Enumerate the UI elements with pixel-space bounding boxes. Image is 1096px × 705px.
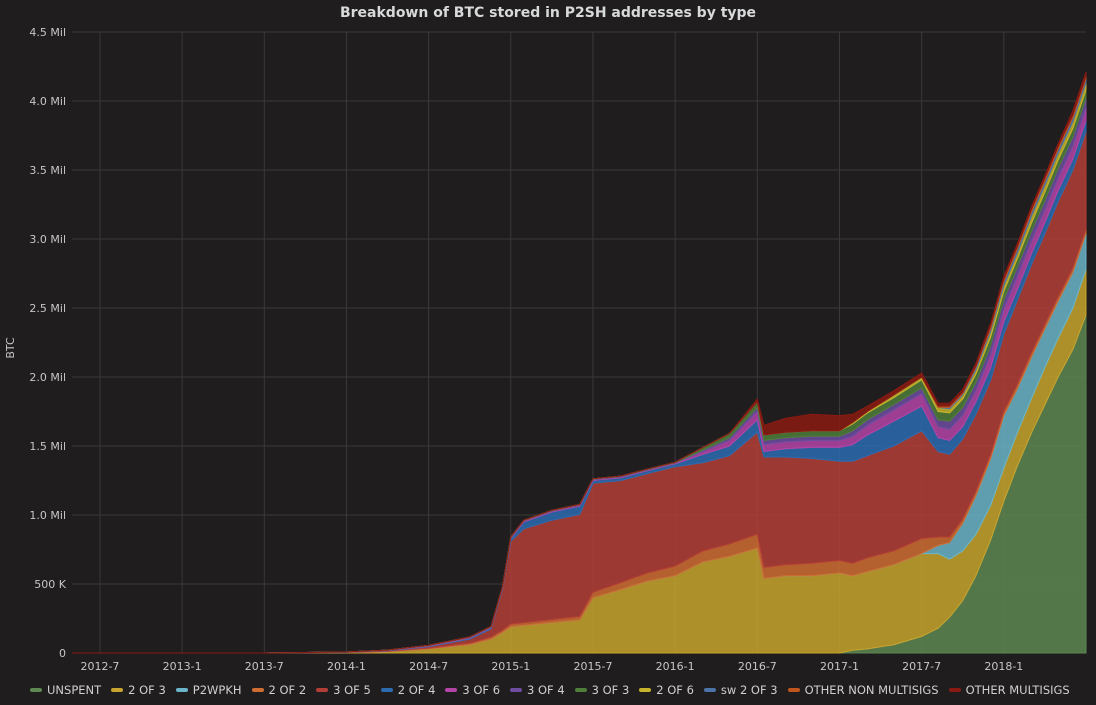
- legend-label: OTHER MULTISIGS: [965, 683, 1070, 697]
- x-tick-label: 2012-7: [80, 660, 119, 673]
- legend-item[interactable]: OTHER MULTISIGS: [948, 683, 1070, 697]
- legend-swatch: [111, 688, 124, 692]
- legend-label: OTHER NON MULTISIGS: [804, 683, 939, 697]
- chart-title: Breakdown of BTC stored in P2SH addresse…: [340, 5, 756, 21]
- legend-swatch: [574, 688, 587, 692]
- axis-ticks: 0 500 K 1.0 Mil 1.5 Mil 2.0 Mil 2.5 Mil 3.0 Mi…: [29, 26, 1023, 673]
- legend-swatch: [251, 688, 264, 692]
- area-series: [72, 71, 1087, 654]
- y-tick-label: 2.0 Mil: [29, 371, 66, 384]
- legend-swatch: [787, 688, 800, 692]
- legend-swatch: [30, 688, 42, 692]
- legend-item[interactable]: 2 OF 2: [251, 683, 307, 697]
- legend-swatch: [175, 688, 188, 692]
- legend-item[interactable]: 2 OF 6: [639, 683, 694, 697]
- legend-item[interactable]: UNSPENT: [30, 683, 101, 697]
- y-tick-label: 500 K: [34, 578, 66, 591]
- legend-item[interactable]: 2 OF 3: [111, 683, 166, 697]
- y-tick-label: 2.5 Mil: [29, 302, 66, 315]
- x-tick-label: 2014-7: [409, 660, 448, 673]
- x-tick-label: 2016-7: [738, 660, 777, 673]
- y-tick-label: 3.5 Mil: [29, 164, 66, 177]
- y-tick-label: 0: [59, 647, 66, 660]
- legend-label: sw 2 OF 3: [720, 683, 778, 697]
- legend-label: 3 OF 4: [527, 683, 565, 697]
- legend-item[interactable]: 3 OF 5: [316, 683, 371, 697]
- legend-label: 3 OF 6: [462, 683, 501, 697]
- x-tick-label: 2013-1: [163, 660, 202, 673]
- y-axis-label: BTC: [4, 337, 17, 359]
- legend-item[interactable]: sw 2 OF 3: [703, 683, 778, 697]
- chart: Breakdown of BTC stored in P2SH addresse…: [4, 5, 1087, 673]
- legend-label: UNSPENT: [47, 683, 102, 697]
- legend-swatch: [639, 688, 652, 692]
- legend: UNSPENT 2 OF 3 P2WPKH 2 OF 2 3 OF 5 2 OF 4 3 O…: [30, 681, 1080, 699]
- x-tick-label: 2014-1: [327, 660, 366, 673]
- legend-item[interactable]: 3 OF 4: [510, 683, 565, 697]
- x-tick-label: 2017-1: [820, 660, 859, 673]
- legend-swatch: [445, 688, 458, 692]
- legend-item[interactable]: 3 OF 6: [445, 683, 500, 697]
- legend-swatch: [316, 688, 329, 692]
- y-tick-label: 4.5 Mil: [29, 26, 66, 39]
- legend-item[interactable]: 3 OF 3: [574, 683, 630, 697]
- legend-label: P2WPKH: [192, 683, 242, 697]
- x-tick-label: 2013-7: [245, 660, 284, 673]
- legend-swatch: [380, 688, 393, 692]
- y-tick-label: 1.0 Mil: [29, 509, 66, 522]
- legend-item[interactable]: P2WPKH: [175, 683, 242, 697]
- legend-swatch: [510, 688, 523, 692]
- y-tick-label: 4.0 Mil: [29, 95, 66, 108]
- x-tick-label: 2017-7: [902, 660, 941, 673]
- legend-label: 3 OF 5: [333, 683, 371, 697]
- legend-label: 2 OF 6: [656, 683, 694, 697]
- legend-label: 3 OF 3: [591, 683, 630, 697]
- area-other-multisigs[interactable]: [72, 71, 1087, 654]
- y-tick-label: 1.5 Mil: [29, 440, 66, 453]
- legend-label: 2 OF 2: [268, 683, 307, 697]
- legend-label: 2 OF 4: [397, 683, 436, 697]
- x-tick-label: 2016-1: [656, 660, 695, 673]
- legend-label: 2 OF 3: [128, 683, 166, 697]
- x-tick-label: 2015-7: [573, 660, 612, 673]
- legend-swatch: [948, 688, 961, 692]
- x-tick-label: 2015-1: [491, 660, 530, 673]
- x-tick-label: 2018-1: [984, 660, 1023, 673]
- y-tick-label: 3.0 Mil: [29, 233, 66, 246]
- legend-item[interactable]: OTHER NON MULTISIGS: [787, 683, 939, 697]
- legend-swatch: [703, 688, 716, 692]
- legend-item[interactable]: 2 OF 4: [380, 683, 436, 697]
